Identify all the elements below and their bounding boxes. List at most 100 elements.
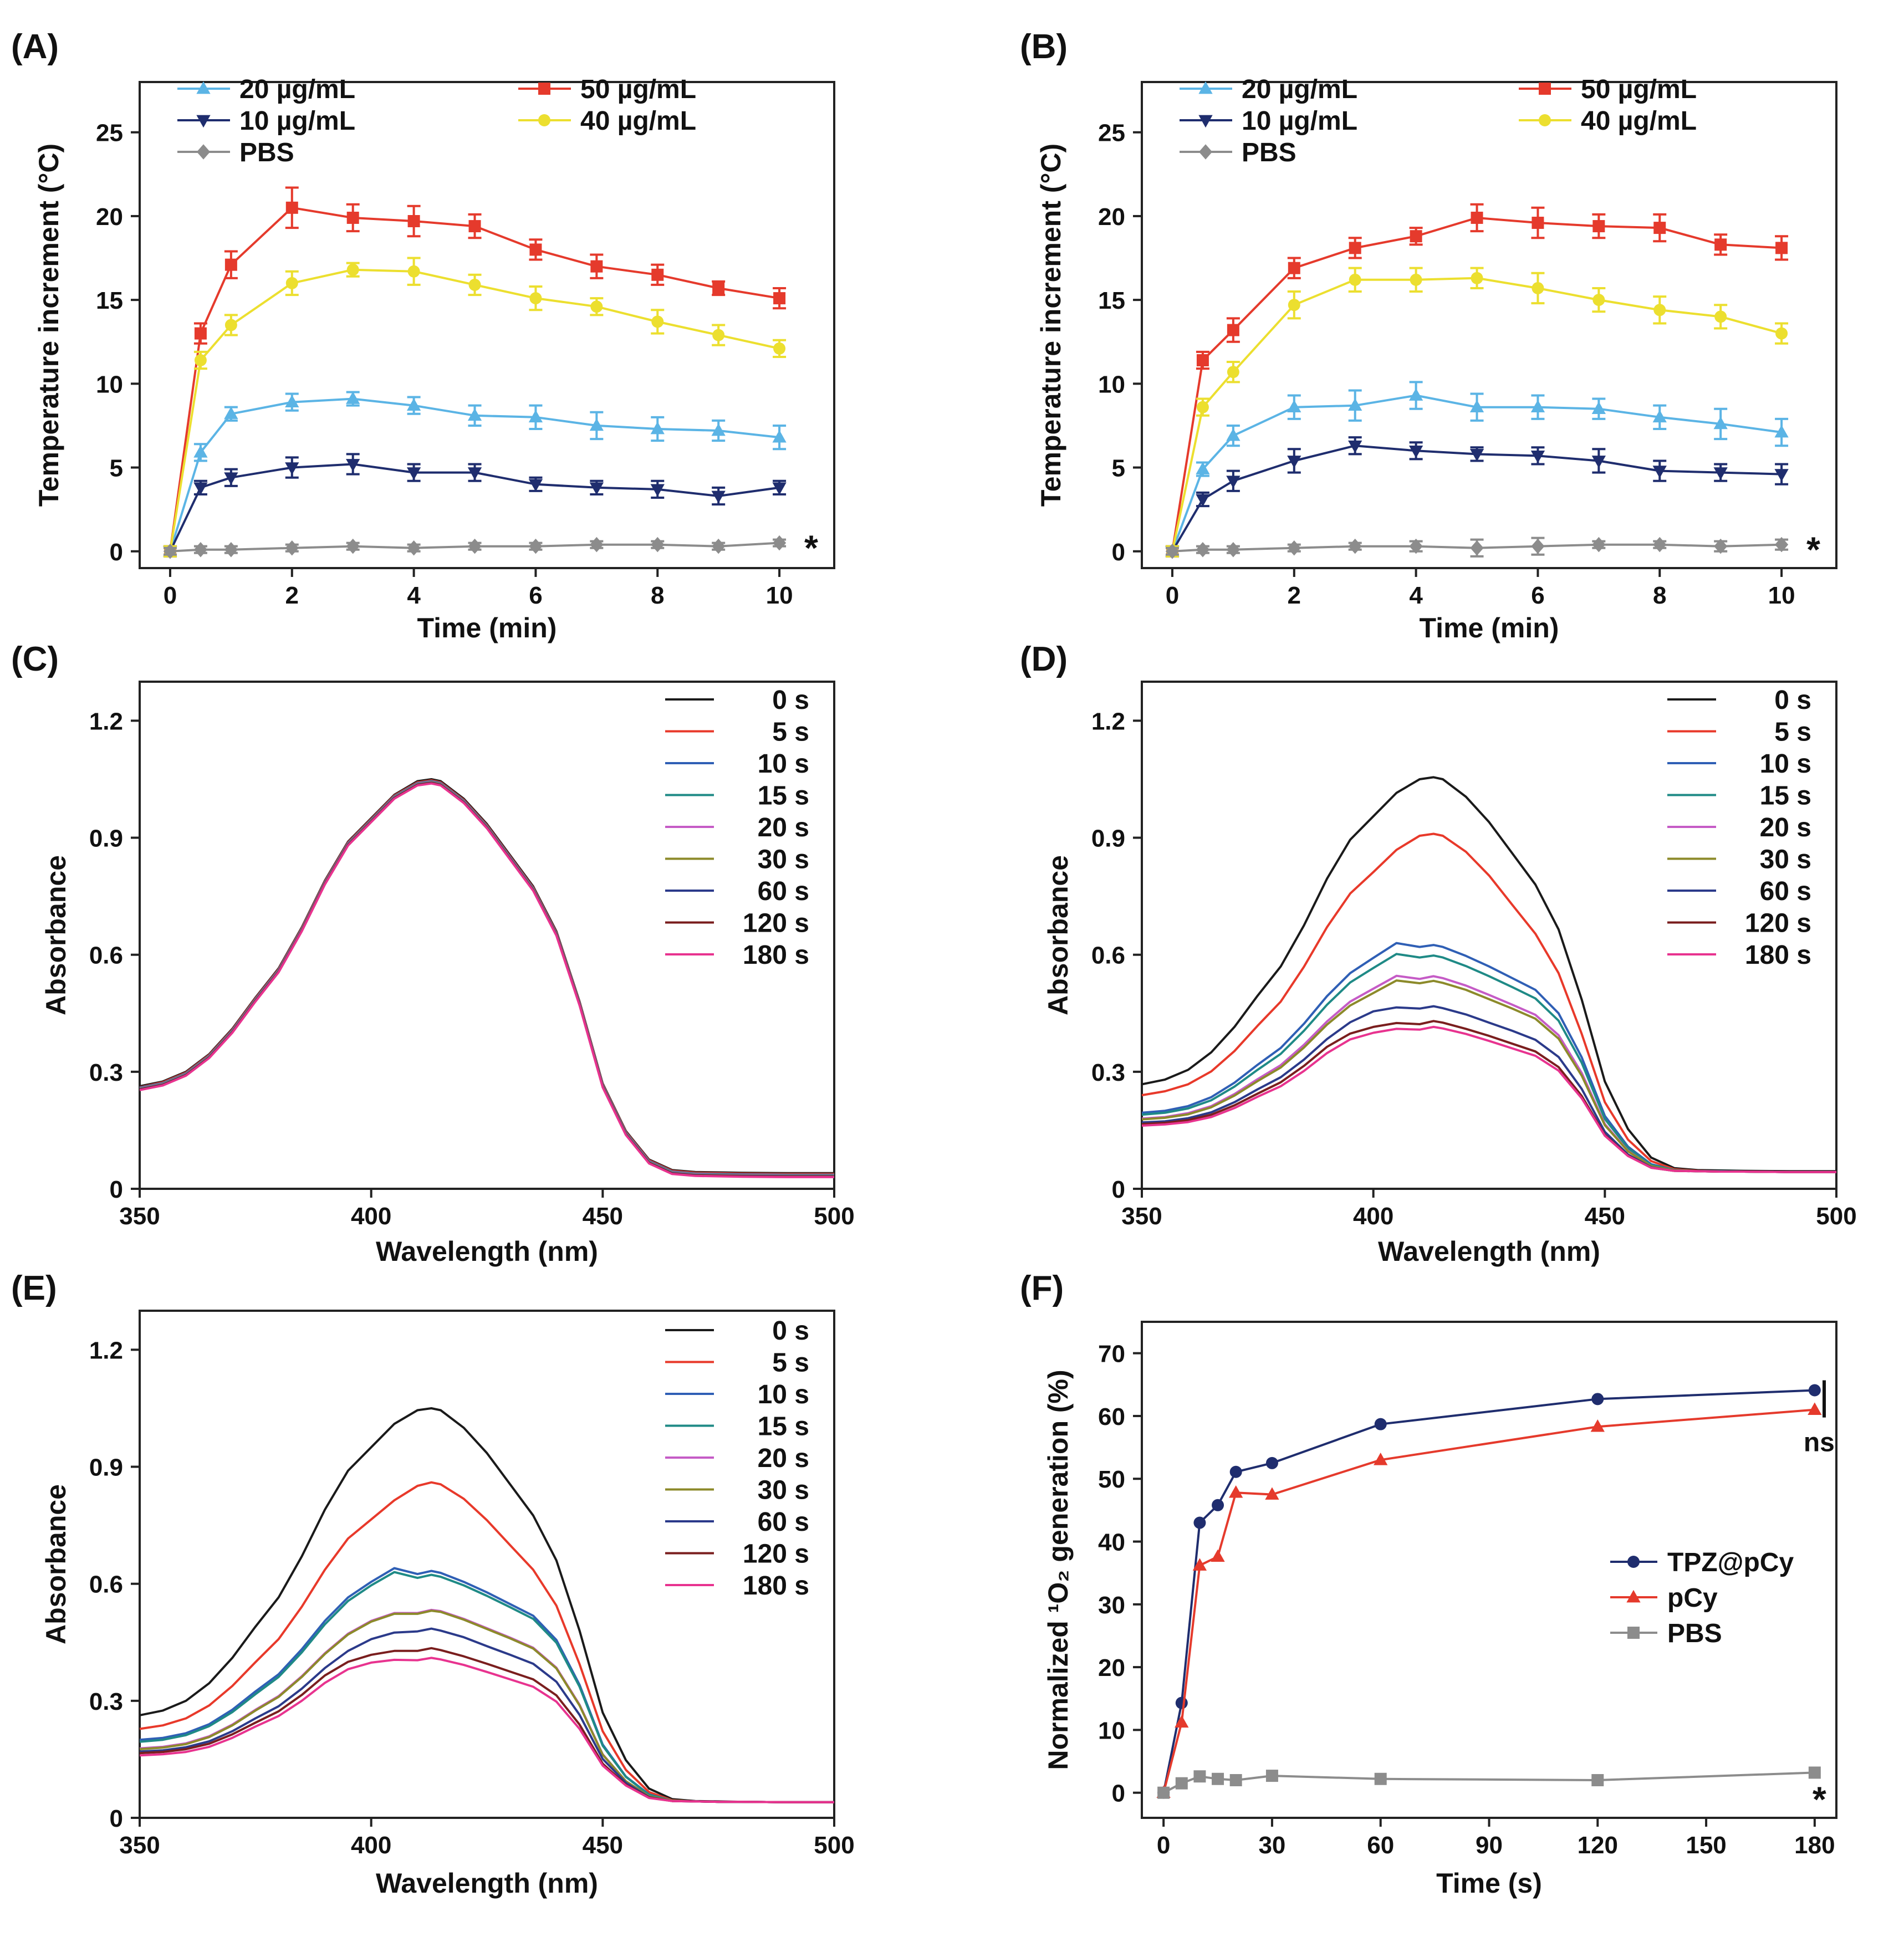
data-point bbox=[772, 482, 787, 495]
data-point bbox=[1532, 282, 1544, 294]
significance-ns: ns bbox=[1804, 1428, 1835, 1457]
legend-label: 40 µg/mL bbox=[580, 106, 696, 136]
legend-label: 20 s bbox=[758, 1444, 809, 1473]
series-line bbox=[139, 779, 834, 1176]
data-point bbox=[1808, 1402, 1822, 1415]
panel-label: (D) bbox=[1020, 640, 1068, 678]
x-tick-label: 500 bbox=[1816, 1203, 1856, 1230]
series-pbs: PBS bbox=[1165, 138, 1789, 559]
data-point bbox=[407, 215, 420, 228]
legend-marker bbox=[1198, 144, 1213, 160]
legend-label: 180 s bbox=[1745, 941, 1811, 970]
data-point bbox=[1227, 366, 1239, 379]
data-point bbox=[467, 467, 482, 480]
legend-label: 10 µg/mL bbox=[1242, 106, 1357, 136]
legend-label: 5 s bbox=[772, 1348, 809, 1378]
series-line bbox=[139, 1627, 834, 1803]
y-tick-label: 0.6 bbox=[1091, 942, 1125, 969]
data-point bbox=[651, 536, 665, 553]
series-180-s: 180 s bbox=[139, 1571, 834, 1803]
data-point bbox=[711, 490, 726, 504]
data-point bbox=[1212, 1499, 1224, 1511]
data-point bbox=[468, 220, 481, 233]
legend-label: 120 s bbox=[1745, 909, 1811, 938]
series-pbs: PBS bbox=[1157, 1619, 1821, 1799]
legend-label: PBS bbox=[1242, 138, 1296, 167]
legend-label: 10 s bbox=[1760, 749, 1811, 779]
legend-marker bbox=[1626, 1590, 1641, 1603]
panel-label: (B) bbox=[1020, 28, 1068, 66]
data-point bbox=[1714, 538, 1728, 554]
series-line bbox=[1171, 444, 1782, 552]
data-point bbox=[1287, 400, 1301, 413]
y-tick-label: 0.6 bbox=[89, 1571, 123, 1598]
legend-label: PBS bbox=[239, 138, 294, 167]
series-pbs: PBS bbox=[163, 138, 787, 559]
data-point bbox=[589, 418, 604, 431]
data-point bbox=[1774, 425, 1789, 438]
legend-label: 20 s bbox=[758, 813, 809, 842]
data-point bbox=[1229, 1774, 1242, 1787]
data-point bbox=[650, 484, 665, 497]
y-tick-label: 1.2 bbox=[89, 1337, 123, 1364]
data-point bbox=[346, 211, 359, 224]
legend-marker bbox=[1539, 114, 1551, 126]
legend-marker bbox=[196, 144, 211, 160]
series-line bbox=[1141, 832, 1836, 1173]
data-point bbox=[1193, 1516, 1206, 1529]
data-point bbox=[1193, 1770, 1206, 1783]
data-point bbox=[224, 258, 237, 271]
data-point bbox=[1652, 410, 1667, 423]
x-axis-label: Wavelength (nm) bbox=[376, 1868, 598, 1899]
series-10-s: 10 s bbox=[1141, 749, 1836, 1173]
data-point bbox=[1591, 401, 1606, 415]
data-point bbox=[407, 540, 421, 556]
data-point bbox=[1774, 469, 1789, 482]
x-tick-label: 30 bbox=[1258, 1832, 1285, 1859]
series-line bbox=[139, 1571, 834, 1803]
y-tick-label: 1.2 bbox=[1091, 708, 1125, 735]
legend-marker bbox=[1198, 115, 1213, 128]
series-line bbox=[1141, 1025, 1836, 1173]
plot-frame bbox=[1141, 81, 1837, 569]
data-point bbox=[406, 467, 421, 480]
y-tick-label: 0 bbox=[110, 1176, 123, 1203]
series-10-s: 10 s bbox=[139, 1380, 834, 1803]
series-50-g-ml: 50 µg/mL bbox=[1165, 75, 1789, 558]
data-point bbox=[1653, 536, 1667, 553]
data-point bbox=[193, 445, 208, 458]
series-30-s: 30 s bbox=[139, 781, 834, 1177]
series-pcy: pCy bbox=[1156, 1402, 1822, 1798]
y-tick-label: 15 bbox=[1098, 287, 1125, 314]
series-20-s: 20 s bbox=[139, 1444, 834, 1803]
data-point bbox=[651, 315, 664, 328]
legend-label: 10 µg/mL bbox=[239, 106, 355, 136]
y-tick-label: 0.9 bbox=[89, 825, 123, 852]
data-point bbox=[1808, 1766, 1821, 1779]
data-point bbox=[773, 292, 786, 305]
data-point bbox=[1471, 211, 1483, 224]
data-point bbox=[1408, 388, 1423, 401]
panel-label: (E) bbox=[11, 1269, 57, 1307]
series-line bbox=[139, 1609, 834, 1803]
series-line bbox=[169, 206, 780, 552]
legend-label: 20 µg/mL bbox=[239, 75, 355, 104]
data-point bbox=[285, 540, 299, 556]
data-point bbox=[224, 472, 238, 485]
series-line bbox=[1141, 776, 1836, 1173]
panel-a: (A) 0 2 4 6 8 10 0 5 10 15 20 25 Time (min) Temperatur… bbox=[11, 28, 835, 643]
legend-label: 5 s bbox=[772, 718, 809, 747]
y-tick-label: 5 bbox=[1112, 455, 1125, 482]
legend-label: 180 s bbox=[743, 941, 809, 970]
data-point bbox=[529, 292, 542, 305]
y-axis-label: Temperature increment (°C) bbox=[1035, 144, 1066, 507]
y-tick-label: 70 bbox=[1098, 1341, 1125, 1368]
data-point bbox=[1714, 310, 1727, 323]
legend-label: 20 µg/mL bbox=[1242, 75, 1357, 104]
data-point bbox=[224, 319, 237, 331]
series-30-s: 30 s bbox=[139, 1476, 834, 1803]
y-tick-label: 0 bbox=[1112, 1780, 1125, 1807]
y-tick-label: 1.2 bbox=[89, 708, 123, 735]
data-point bbox=[468, 538, 482, 554]
x-tick-label: 400 bbox=[1353, 1203, 1393, 1230]
